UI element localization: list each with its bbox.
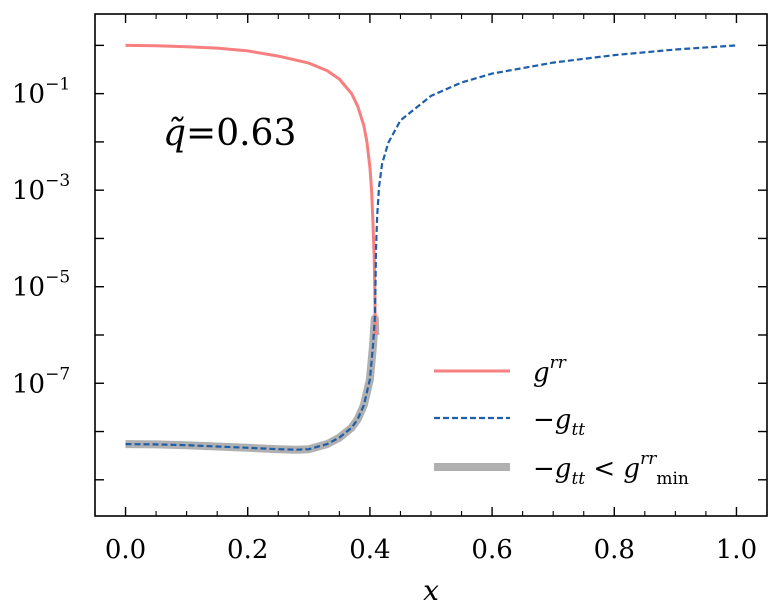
y-tick-label: 10−5 (12, 268, 70, 303)
label-layer: 0.0 0.2 0.4 0.6 0.8 1.0 10−1 10−3 10−5 10−7 x q̃=0.… (12, 75, 757, 607)
x-axis-label: x (423, 574, 439, 607)
legend-label-1: −gtt (533, 405, 585, 440)
legend-label-0: grr (533, 353, 567, 388)
x-tick-label: 0.2 (227, 535, 268, 565)
q-tilde-annotation: q̃=0.63 (163, 113, 296, 154)
legend-label-2: −gtt < grrmin (533, 449, 689, 489)
plot-layer (125, 43, 737, 454)
plot-frame (94, 13, 768, 517)
series-line-0 (125, 43, 377, 336)
y-tick-label: 10−3 (12, 171, 70, 206)
y-tick-label: 10−7 (12, 364, 70, 399)
y-tick-label: 10−1 (12, 75, 70, 110)
tick-layer (94, 14, 768, 516)
x-tick-label: 0.4 (349, 535, 390, 565)
x-tick-label: 0.0 (105, 535, 146, 565)
x-tick-label: 0.6 (471, 535, 512, 565)
series-line-2 (125, 314, 380, 454)
legend: grr −gtt −gtt < grrmin (434, 353, 689, 489)
series-line-1 (125, 44, 737, 451)
x-tick-label: 1.0 (716, 535, 757, 565)
x-tick-label: 0.8 (594, 535, 635, 565)
